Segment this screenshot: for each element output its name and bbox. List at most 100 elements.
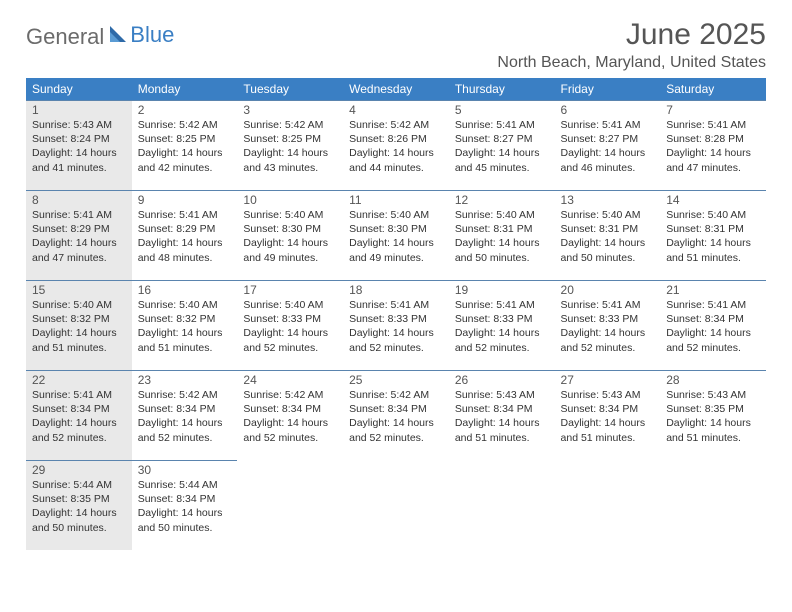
day-ss: Sunset: 8:34 PM	[138, 402, 232, 416]
title-block: June 2025 North Beach, Maryland, United …	[497, 18, 766, 72]
calendar-row: 8Sunrise: 5:41 AMSunset: 8:29 PMDaylight…	[26, 190, 766, 280]
calendar-cell: 23Sunrise: 5:42 AMSunset: 8:34 PMDayligh…	[132, 370, 238, 460]
day-number: 21	[666, 283, 760, 297]
day-d2: and 52 minutes.	[243, 431, 337, 445]
day-d1: Daylight: 14 hours	[349, 416, 443, 430]
dayhead-sun: Sunday	[26, 78, 132, 100]
day-d2: and 45 minutes.	[455, 161, 549, 175]
day-d2: and 50 minutes.	[455, 251, 549, 265]
day-d1: Daylight: 14 hours	[32, 326, 126, 340]
day-d1: Daylight: 14 hours	[32, 146, 126, 160]
day-d2: and 52 minutes.	[349, 431, 443, 445]
day-d1: Daylight: 14 hours	[666, 416, 760, 430]
day-d2: and 47 minutes.	[666, 161, 760, 175]
day-ss: Sunset: 8:34 PM	[138, 492, 232, 506]
calendar-cell: 19Sunrise: 5:41 AMSunset: 8:33 PMDayligh…	[449, 280, 555, 370]
day-sr: Sunrise: 5:42 AM	[349, 388, 443, 402]
day-sr: Sunrise: 5:41 AM	[455, 298, 549, 312]
day-header-row: Sunday Monday Tuesday Wednesday Thursday…	[26, 78, 766, 100]
day-sr: Sunrise: 5:40 AM	[243, 298, 337, 312]
day-d1: Daylight: 14 hours	[666, 236, 760, 250]
day-number: 6	[561, 103, 655, 117]
calendar-cell: 24Sunrise: 5:42 AMSunset: 8:34 PMDayligh…	[237, 370, 343, 460]
calendar-cell: 2Sunrise: 5:42 AMSunset: 8:25 PMDaylight…	[132, 100, 238, 190]
day-d2: and 52 minutes.	[666, 341, 760, 355]
day-ss: Sunset: 8:34 PM	[455, 402, 549, 416]
day-ss: Sunset: 8:31 PM	[455, 222, 549, 236]
day-d1: Daylight: 14 hours	[243, 236, 337, 250]
day-number: 3	[243, 103, 337, 117]
day-d2: and 52 minutes.	[32, 431, 126, 445]
day-d1: Daylight: 14 hours	[455, 416, 549, 430]
calendar-cell	[555, 460, 661, 550]
day-number: 4	[349, 103, 443, 117]
calendar-cell: 22Sunrise: 5:41 AMSunset: 8:34 PMDayligh…	[26, 370, 132, 460]
calendar-cell: 15Sunrise: 5:40 AMSunset: 8:32 PMDayligh…	[26, 280, 132, 370]
day-ss: Sunset: 8:30 PM	[349, 222, 443, 236]
day-d1: Daylight: 14 hours	[32, 236, 126, 250]
day-d2: and 46 minutes.	[561, 161, 655, 175]
day-ss: Sunset: 8:29 PM	[138, 222, 232, 236]
day-number: 17	[243, 283, 337, 297]
day-number: 19	[455, 283, 549, 297]
day-ss: Sunset: 8:34 PM	[666, 312, 760, 326]
day-ss: Sunset: 8:24 PM	[32, 132, 126, 146]
day-ss: Sunset: 8:34 PM	[32, 402, 126, 416]
calendar-cell: 28Sunrise: 5:43 AMSunset: 8:35 PMDayligh…	[660, 370, 766, 460]
day-sr: Sunrise: 5:43 AM	[561, 388, 655, 402]
day-number: 26	[455, 373, 549, 387]
dayhead-mon: Monday	[132, 78, 238, 100]
day-ss: Sunset: 8:25 PM	[138, 132, 232, 146]
calendar-cell: 14Sunrise: 5:40 AMSunset: 8:31 PMDayligh…	[660, 190, 766, 280]
calendar-cell: 30Sunrise: 5:44 AMSunset: 8:34 PMDayligh…	[132, 460, 238, 550]
day-d1: Daylight: 14 hours	[138, 416, 232, 430]
day-number: 30	[138, 463, 232, 477]
day-d1: Daylight: 14 hours	[138, 236, 232, 250]
calendar-cell: 27Sunrise: 5:43 AMSunset: 8:34 PMDayligh…	[555, 370, 661, 460]
day-number: 14	[666, 193, 760, 207]
day-ss: Sunset: 8:30 PM	[243, 222, 337, 236]
calendar-cell: 10Sunrise: 5:40 AMSunset: 8:30 PMDayligh…	[237, 190, 343, 280]
day-ss: Sunset: 8:33 PM	[561, 312, 655, 326]
day-d1: Daylight: 14 hours	[349, 326, 443, 340]
calendar-table: Sunday Monday Tuesday Wednesday Thursday…	[26, 78, 766, 550]
day-sr: Sunrise: 5:41 AM	[32, 388, 126, 402]
day-sr: Sunrise: 5:40 AM	[138, 298, 232, 312]
location-text: North Beach, Maryland, United States	[497, 54, 766, 72]
calendar-row: 1Sunrise: 5:43 AMSunset: 8:24 PMDaylight…	[26, 100, 766, 190]
day-number: 27	[561, 373, 655, 387]
day-sr: Sunrise: 5:41 AM	[561, 118, 655, 132]
calendar-cell: 12Sunrise: 5:40 AMSunset: 8:31 PMDayligh…	[449, 190, 555, 280]
day-number: 15	[32, 283, 126, 297]
day-d2: and 47 minutes.	[32, 251, 126, 265]
day-sr: Sunrise: 5:42 AM	[138, 388, 232, 402]
day-ss: Sunset: 8:34 PM	[243, 402, 337, 416]
page-header: General Blue June 2025 North Beach, Mary…	[26, 18, 766, 72]
day-number: 13	[561, 193, 655, 207]
sail-icon	[108, 24, 130, 50]
day-ss: Sunset: 8:29 PM	[32, 222, 126, 236]
day-d1: Daylight: 14 hours	[138, 326, 232, 340]
calendar-cell	[237, 460, 343, 550]
day-number: 23	[138, 373, 232, 387]
day-d2: and 52 minutes.	[561, 341, 655, 355]
day-d2: and 52 minutes.	[349, 341, 443, 355]
day-sr: Sunrise: 5:41 AM	[666, 118, 760, 132]
dayhead-fri: Friday	[555, 78, 661, 100]
day-ss: Sunset: 8:34 PM	[349, 402, 443, 416]
calendar-cell: 1Sunrise: 5:43 AMSunset: 8:24 PMDaylight…	[26, 100, 132, 190]
day-number: 24	[243, 373, 337, 387]
day-sr: Sunrise: 5:41 AM	[349, 298, 443, 312]
day-number: 29	[32, 463, 126, 477]
day-ss: Sunset: 8:32 PM	[32, 312, 126, 326]
day-sr: Sunrise: 5:40 AM	[666, 208, 760, 222]
day-d2: and 51 minutes.	[666, 431, 760, 445]
day-number: 22	[32, 373, 126, 387]
day-d2: and 50 minutes.	[561, 251, 655, 265]
day-number: 7	[666, 103, 760, 117]
day-ss: Sunset: 8:31 PM	[666, 222, 760, 236]
day-d2: and 44 minutes.	[349, 161, 443, 175]
calendar-cell: 16Sunrise: 5:40 AMSunset: 8:32 PMDayligh…	[132, 280, 238, 370]
calendar-cell: 21Sunrise: 5:41 AMSunset: 8:34 PMDayligh…	[660, 280, 766, 370]
day-d1: Daylight: 14 hours	[32, 506, 126, 520]
